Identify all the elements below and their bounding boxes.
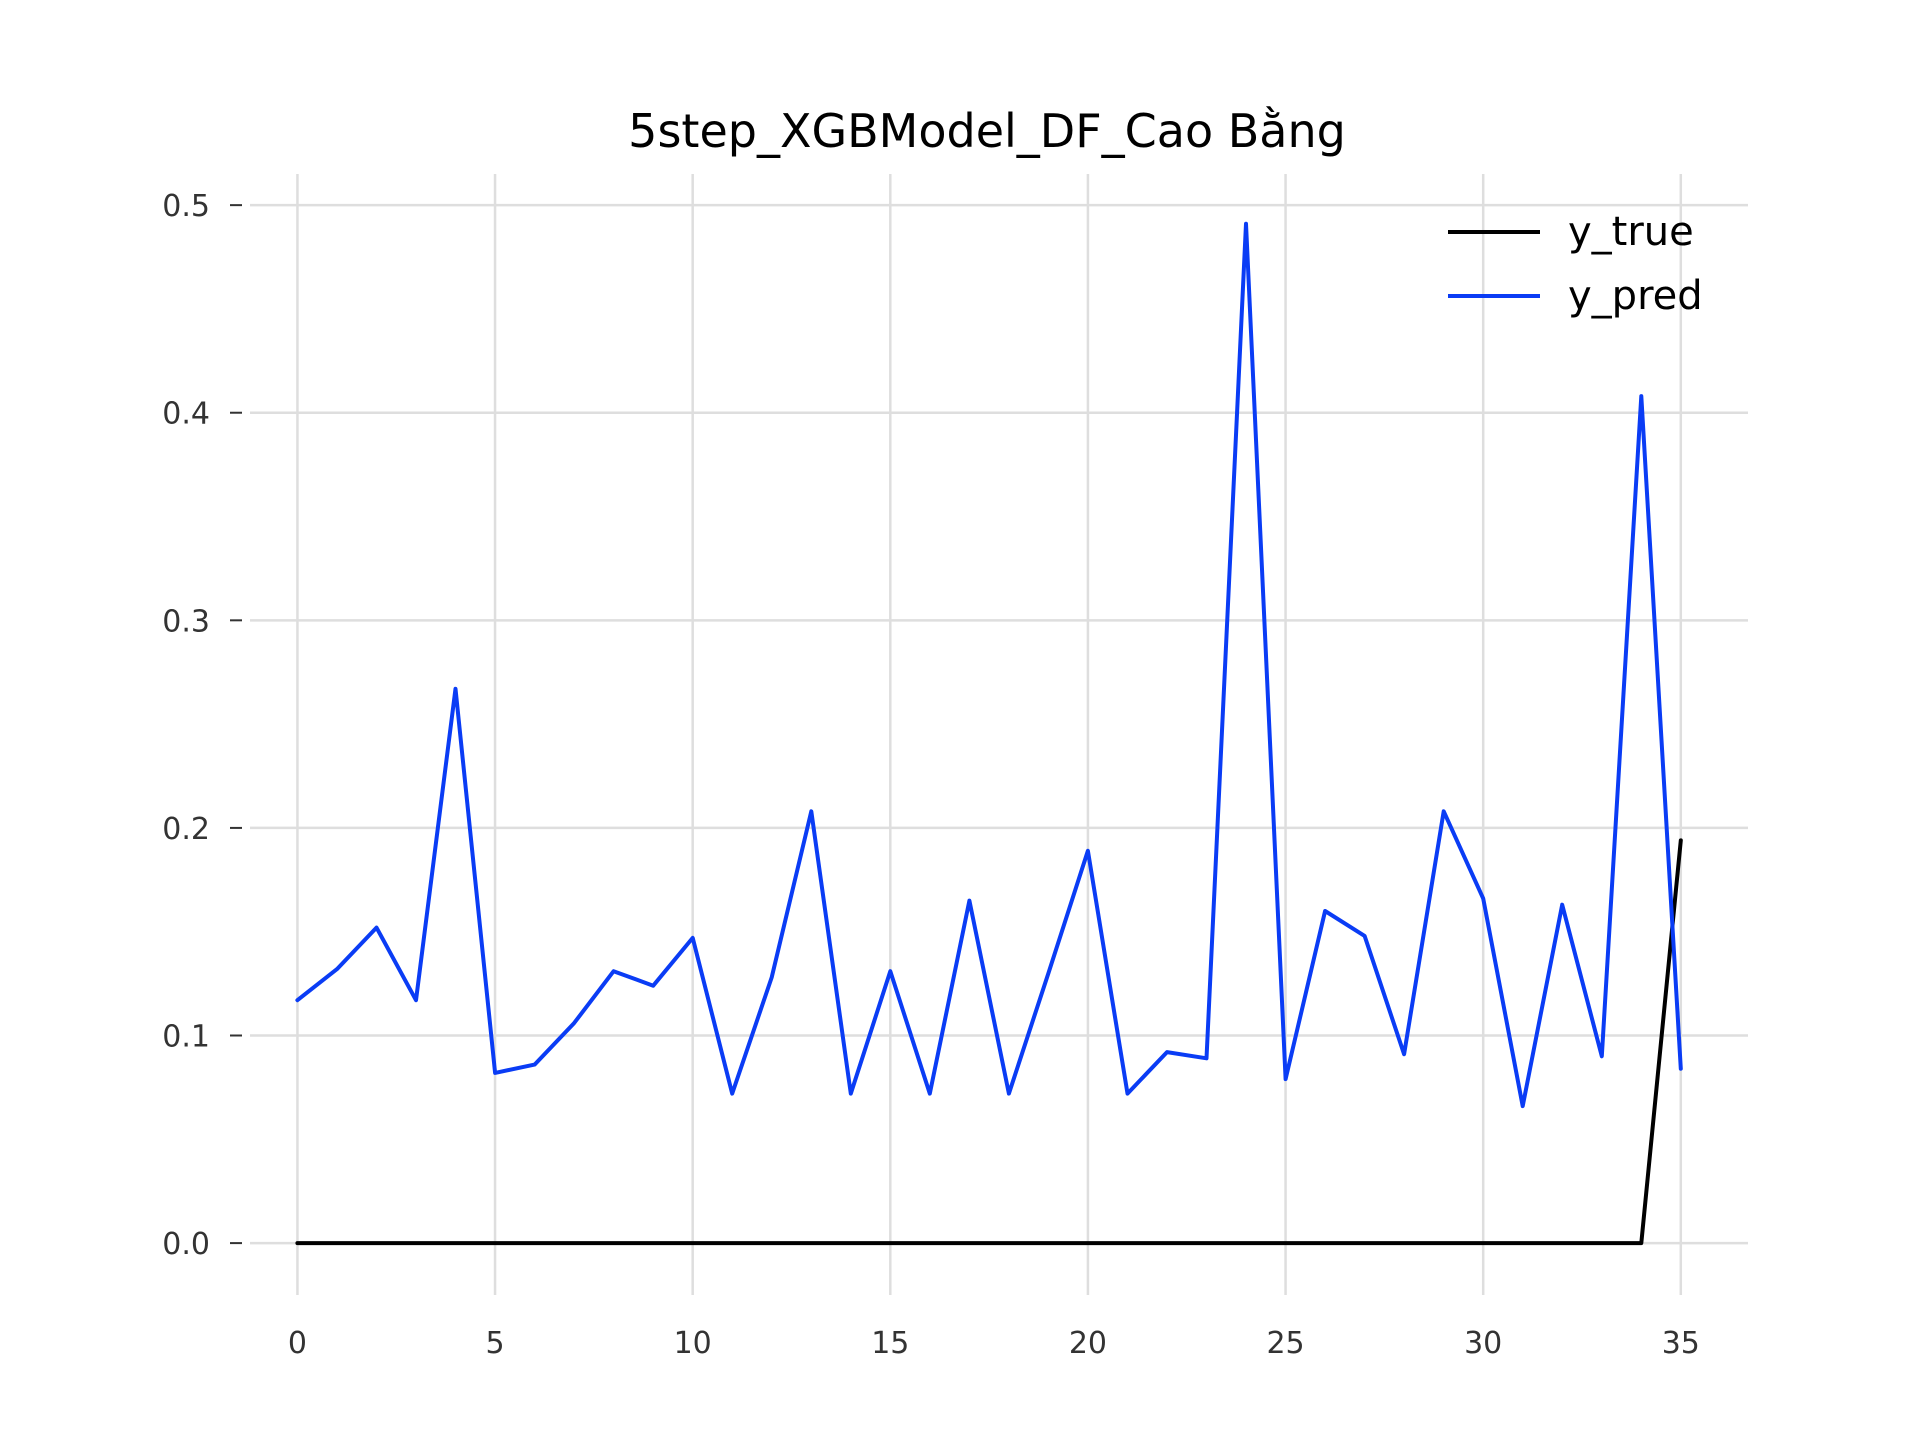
legend: y_true y_pred: [1448, 209, 1703, 319]
vertical-gridlines: [296, 174, 1683, 1295]
y-tick-label: 0.3: [162, 604, 210, 639]
x-tick-label: 35: [1662, 1326, 1700, 1361]
chart-title: 5step_XGBModel_DF_Cao Bằng: [628, 104, 1346, 158]
x-tick-label: 5: [486, 1326, 505, 1361]
legend-label-y-true: y_true: [1568, 209, 1694, 255]
data-series: [295, 221, 1683, 1246]
series-line-y-pred: [295, 221, 1683, 1109]
x-tick-label: 10: [674, 1326, 712, 1361]
y-tick-label: 0.2: [162, 812, 210, 847]
x-tick-label: 0: [288, 1326, 307, 1361]
x-tick-label: 25: [1266, 1326, 1304, 1361]
legend-label-y-pred: y_pred: [1568, 273, 1703, 319]
series-line-y-true: [295, 838, 1683, 1246]
x-tick-label: 30: [1464, 1326, 1502, 1361]
y-tick-label: 0.1: [162, 1020, 210, 1055]
y-tick-label: 0.0: [162, 1227, 210, 1262]
axis-ticks: 0 5 10 15 20 25 30 35 0.0 0.1 0.2 0.3 0.4 0.5: [162, 189, 1700, 1361]
y-tick-label: 0.4: [162, 397, 210, 432]
x-tick-label: 20: [1069, 1326, 1107, 1361]
horizontal-gridlines: [250, 203, 1748, 1245]
x-tick-label: 15: [871, 1326, 909, 1361]
y-tick-label: 0.5: [162, 189, 210, 224]
